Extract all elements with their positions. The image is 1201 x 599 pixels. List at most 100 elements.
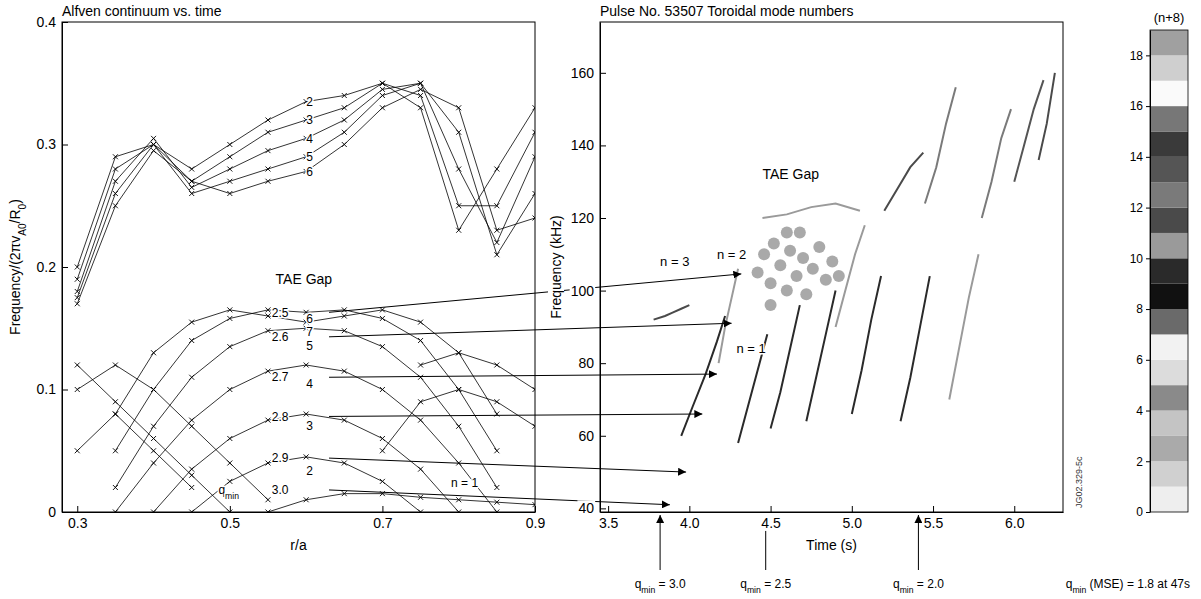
- text-part: ): [7, 199, 23, 204]
- tick: 18: [1130, 49, 1150, 63]
- marker: [418, 320, 423, 325]
- marker: [227, 179, 232, 184]
- arrow: [329, 414, 702, 416]
- tick: 80: [577, 355, 606, 371]
- tick-label: 160: [571, 65, 595, 81]
- scatter-point: [800, 288, 812, 300]
- label-background: [36, 136, 58, 152]
- annotation: n = 1: [451, 476, 478, 490]
- marker: [380, 81, 385, 86]
- annotation: 2.9: [272, 451, 289, 465]
- series-line: [77, 83, 535, 297]
- tick: 0.3: [36, 136, 68, 152]
- tick-label: 0.9: [526, 515, 546, 531]
- marker: [418, 375, 423, 380]
- axis-line: [601, 512, 1064, 513]
- label-background: [36, 381, 58, 397]
- colorbar-band: [1150, 106, 1188, 131]
- scatter-point: [765, 277, 777, 289]
- tick-mark: [600, 508, 606, 509]
- colorbar-band: [1150, 360, 1188, 385]
- marker: [265, 369, 270, 374]
- tick: 12: [1130, 201, 1150, 215]
- annotation: n = 3: [660, 254, 689, 269]
- series-line: [421, 353, 535, 390]
- marker: [418, 338, 423, 343]
- marker: [113, 448, 118, 453]
- annotation: 3.0: [272, 483, 289, 497]
- marker: [151, 436, 156, 441]
- tick: 160: [570, 65, 606, 81]
- scatter-point: [794, 227, 806, 239]
- marker: [265, 130, 270, 135]
- marker: [189, 320, 194, 325]
- marker: [189, 185, 194, 190]
- marker: [342, 93, 347, 98]
- tick-label: 0.3: [37, 136, 57, 152]
- text-part: q: [893, 577, 900, 591]
- tick-mark: [230, 506, 231, 512]
- series-line: [925, 87, 956, 203]
- tick-mark: [1146, 106, 1150, 107]
- colorbar-band: [1150, 81, 1188, 106]
- marker: [342, 369, 347, 374]
- colorbar-band: [1150, 30, 1188, 55]
- marker: [227, 316, 232, 321]
- colorbar-band: [1150, 55, 1188, 80]
- tick-mark: [382, 506, 383, 512]
- colorbar-band: [1150, 309, 1188, 334]
- annotation: qmin: [218, 483, 239, 501]
- plot-frame: [62, 22, 535, 512]
- tick-label: 8: [1136, 302, 1143, 316]
- scatter-point: [791, 270, 803, 282]
- marker: [418, 467, 423, 472]
- marker: [151, 142, 156, 147]
- marker: [380, 436, 385, 441]
- text-part: (MSE) = 1.8 at 47s: [1086, 577, 1190, 591]
- tick-mark: [62, 267, 68, 268]
- tick-mark: [62, 145, 68, 146]
- annotation: 2: [306, 95, 313, 109]
- series-line: [654, 305, 690, 320]
- annotation: 5: [306, 339, 313, 353]
- tick-label: 4.0: [680, 515, 700, 531]
- time-marker-arrow: [660, 515, 661, 570]
- arrows: [329, 274, 741, 505]
- series-line: [154, 414, 459, 512]
- tick-mark: [600, 436, 606, 437]
- tick-mark: [1146, 512, 1150, 513]
- tick-mark: [62, 390, 68, 391]
- tick: 4.5: [760, 506, 782, 531]
- tick-label: 4.5: [761, 515, 781, 531]
- label-background: [923, 515, 945, 531]
- marker: [151, 387, 156, 392]
- marker: [151, 142, 156, 147]
- marker: [265, 461, 270, 466]
- tick-label: 4: [1136, 404, 1143, 418]
- annotation: n = 2: [717, 247, 746, 262]
- marker: [342, 491, 347, 496]
- series-line: [77, 83, 535, 279]
- marker: [456, 203, 461, 208]
- marker: [113, 399, 118, 404]
- series-line: [115, 365, 496, 512]
- marker: [189, 473, 194, 478]
- tick-label: 140: [571, 137, 595, 153]
- tick-mark: [600, 218, 606, 219]
- series-line: [1039, 73, 1055, 160]
- scatter-point: [768, 237, 780, 249]
- axis-line: [63, 512, 536, 513]
- marker: [342, 130, 347, 135]
- tick: 120: [570, 210, 606, 226]
- marker: [189, 179, 194, 184]
- marker: [227, 191, 232, 196]
- label-background: [548, 214, 564, 319]
- arrow: [329, 323, 732, 337]
- marker: [494, 167, 499, 172]
- tick-label: 12: [1130, 201, 1144, 215]
- y-axis: 406080100120140160: [570, 23, 606, 517]
- label-background: [577, 355, 595, 371]
- marker: [380, 344, 385, 349]
- series-line: [77, 365, 230, 512]
- marker: [456, 228, 461, 233]
